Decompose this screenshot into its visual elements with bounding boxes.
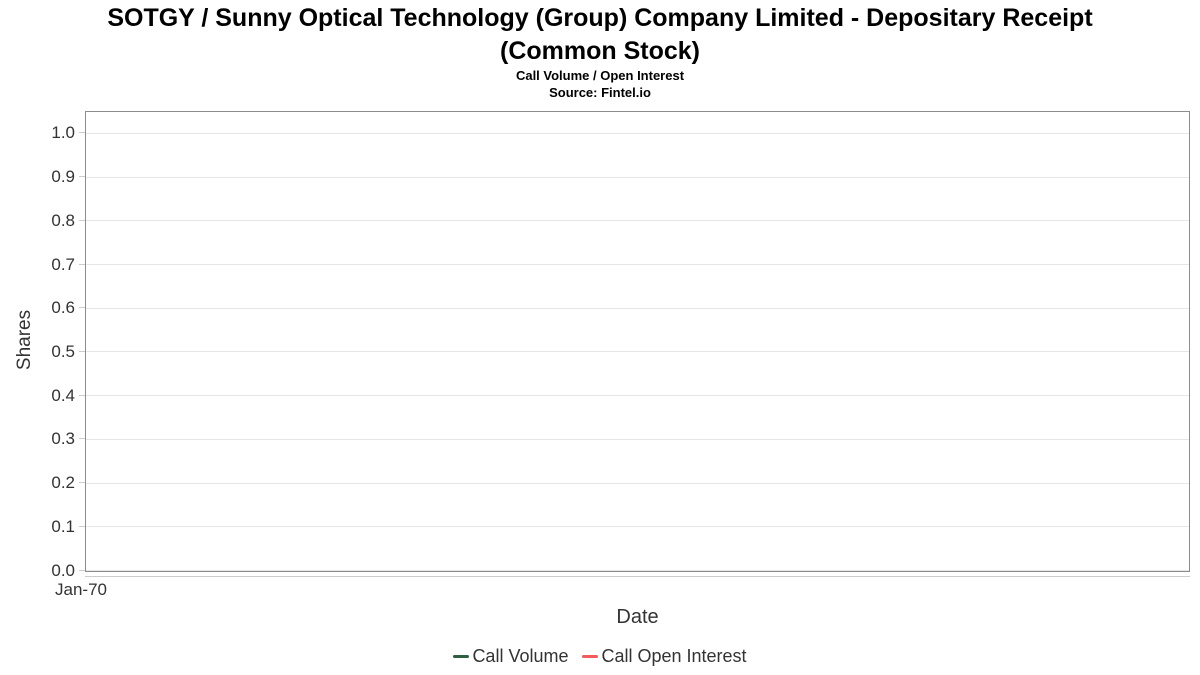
legend-series-dash-icon	[453, 655, 470, 658]
y-tick-label: 0.6	[51, 298, 75, 318]
legend-series-label: Call Open Interest	[601, 646, 747, 666]
gridline	[86, 482, 1189, 484]
legend-item-call-open-interest[interactable]: Call Open Interest	[582, 646, 747, 667]
y-tick-mark	[79, 482, 85, 484]
y-tick-mark	[79, 263, 85, 265]
gridline	[86, 438, 1189, 440]
y-tick-label: 0.0	[51, 560, 75, 580]
gridline	[86, 570, 1189, 571]
chart-source-credit: Source: Fintel.io	[549, 85, 651, 100]
y-tick-label: 0.5	[51, 341, 75, 361]
gridline	[86, 526, 1189, 528]
y-axis: 0.0 0.1 0.2 0.3 0.4 0.5 0.6 0.7 0.8 0.9 1.0	[0, 111, 85, 579]
gridline	[86, 395, 1189, 397]
y-tick-mark	[79, 307, 85, 309]
legend-series-label: Call Volume	[472, 646, 569, 666]
y-tick-label: 0.2	[51, 473, 75, 493]
y-tick-mark	[79, 569, 85, 571]
y-tick-mark	[79, 132, 85, 134]
legend-series-dash-icon	[582, 655, 599, 658]
y-tick-label: 0.3	[51, 429, 75, 449]
y-tick-mark	[79, 394, 85, 396]
x-tick-label: Jan-70	[55, 580, 107, 599]
y-tick-label: 0.4	[51, 385, 75, 405]
y-tick-mark	[79, 525, 85, 527]
legend: Call Volume Call Open Interest	[0, 646, 1200, 667]
chart-title-line2: (Common Stock)	[500, 37, 700, 65]
y-tick-mark	[79, 350, 85, 352]
chart-subtitle: Call Volume / Open Interest	[515, 68, 685, 83]
gridline	[86, 351, 1189, 353]
y-tick-label: 0.9	[51, 167, 75, 187]
y-tick-mark	[79, 438, 85, 440]
chart-title-line1: SOTGY / Sunny Optical Technology (Group)…	[107, 4, 1093, 32]
x-axis-title: Date	[616, 606, 659, 628]
legend-item-call-volume[interactable]: Call Volume	[453, 646, 568, 667]
y-tick-label: 0.8	[51, 210, 75, 230]
gridline	[86, 132, 1189, 134]
chart-title: SOTGY / Sunny Optical Technology (Group)…	[0, 2, 1200, 68]
gridline	[86, 220, 1189, 222]
gridline	[86, 176, 1189, 178]
y-tick-mark	[79, 176, 85, 178]
x-axis-line	[85, 576, 1190, 577]
plot-area	[85, 111, 1190, 572]
y-tick-mark	[79, 219, 85, 221]
y-tick-label: 1.0	[51, 123, 75, 143]
y-tick-label: 0.1	[51, 516, 75, 536]
gridline	[86, 307, 1189, 309]
y-tick-label: 0.7	[51, 254, 75, 274]
gridline	[86, 264, 1189, 266]
